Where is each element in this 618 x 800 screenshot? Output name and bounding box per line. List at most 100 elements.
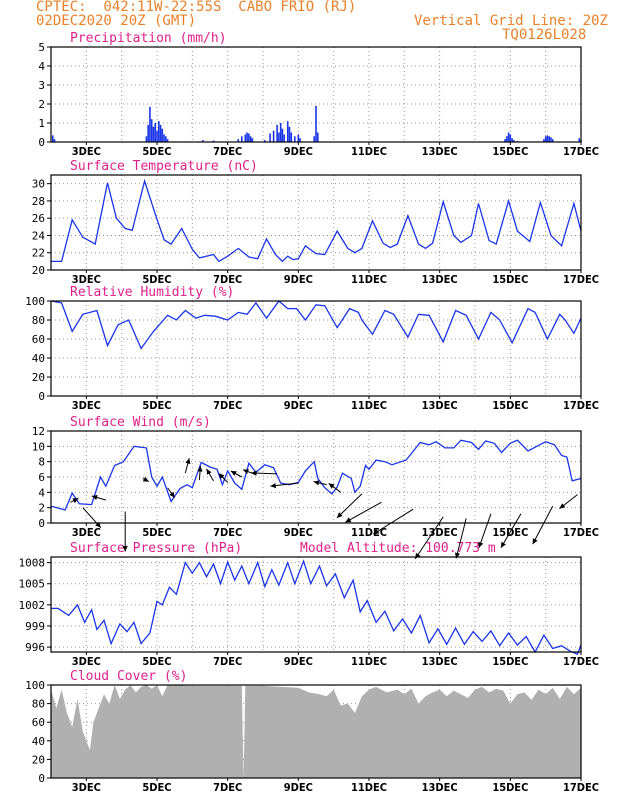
wind-arrow	[197, 466, 203, 481]
wind-arrow-shaft	[372, 508, 414, 535]
wind-arrow-head	[270, 483, 276, 489]
cloud-xtick-label: 11DEC	[351, 781, 387, 794]
wind-arrow	[122, 511, 128, 552]
precip-bar	[157, 121, 160, 142]
cloud-frame	[50, 684, 582, 779]
precip-bar	[156, 130, 158, 142]
precip-bar	[161, 128, 164, 142]
wind-arrow	[414, 516, 444, 560]
wind-title: Surface Wind (m/s)	[70, 415, 211, 430]
pressure-line	[51, 559, 582, 655]
wind-ytick-label: 8	[38, 456, 45, 469]
cloud-ytick-label: 60	[32, 716, 45, 729]
wind-ytick-label: 10	[32, 440, 45, 453]
wind-arrow-head	[206, 468, 212, 475]
header-date-time: 02DEC2020 20Z (GMT)	[36, 13, 197, 29]
pressure-ytick-label: 999	[25, 620, 45, 633]
wind-arrow	[167, 487, 176, 499]
precip-bar	[278, 132, 280, 142]
humidity-panel: Relative Humidity (%) 0 20 40 60 80 100 3DEC 5DE…	[25, 285, 599, 412]
wind-arrow-head	[415, 552, 421, 559]
header-grid-note: Vertical Grid Line: 20Z	[414, 13, 608, 29]
wind-arrow	[345, 501, 382, 523]
precip-xtick-label: 9DEC	[284, 145, 313, 158]
wind-arrow-head	[169, 491, 175, 498]
humidity-ytick-label: 80	[32, 314, 45, 327]
pressure-xtick-label: 3DEC	[72, 655, 101, 668]
precip-bar	[513, 140, 515, 142]
precip-bar	[154, 123, 157, 142]
cloud-xtick-label: 3DEC	[72, 781, 101, 794]
wind-arrow	[218, 473, 229, 483]
precip-xtick-label: 15DEC	[492, 145, 528, 158]
wind-arrow-head	[345, 517, 352, 523]
header-source-coords: CPTEC: 042:11W-22:55S CABO FRIO (RJ)	[36, 0, 357, 15]
wind-arrow	[142, 476, 150, 482]
precip-bar	[299, 138, 301, 142]
wind-xtick-label: 5DEC	[142, 526, 171, 539]
wind-ytick-label: 4	[38, 486, 45, 499]
precip-bar	[511, 138, 513, 142]
wind-arrow	[336, 493, 363, 519]
pressure-ytick-label: 1008	[19, 557, 46, 570]
wind-arrow-head	[197, 466, 203, 472]
pressure-xtick-label: 5DEC	[142, 655, 171, 668]
wind-arrow	[91, 495, 106, 501]
precip-xtick-label: 3DEC	[72, 145, 101, 158]
precip-bar	[286, 121, 289, 142]
wind-arrow	[559, 494, 578, 510]
precip-bar	[249, 136, 252, 142]
wind-arrow-head	[559, 503, 566, 509]
temp-xtick-label: 17DEC	[563, 273, 599, 286]
wind-arrow-head	[72, 498, 79, 504]
precip-bar	[212, 140, 215, 142]
pressure-xtick-label: 13DEC	[422, 655, 458, 668]
precip-bar	[244, 134, 247, 142]
wind-arrow-head	[313, 480, 320, 486]
wind-frame	[50, 430, 582, 524]
cloud-ytick-label: 80	[32, 698, 45, 711]
humidity-ytick-label: 60	[32, 333, 45, 346]
wind-arrow-head	[500, 541, 506, 548]
temp-ytick-label: 20	[32, 264, 45, 277]
pressure-ytick-label: 1005	[19, 578, 46, 591]
temp-xtick-label: 15DEC	[492, 273, 528, 286]
temp-panel: Surface Temperature (nC) 20 22 24 26 28 30 3DEC…	[32, 159, 599, 286]
precip-bar	[166, 139, 169, 142]
wind-arrow-head	[95, 521, 101, 528]
temp-xtick-label: 13DEC	[422, 273, 458, 286]
wind-xtick-label: 3DEC	[72, 526, 101, 539]
wind-arrow-head	[328, 483, 335, 489]
temp-xtick-label: 5DEC	[142, 273, 171, 286]
precip-ytick-label: 1	[38, 117, 45, 130]
precip-bar	[283, 134, 285, 142]
humidity-ytick-label: 0	[38, 390, 45, 403]
humidity-xtick-label: 15DEC	[492, 399, 528, 412]
precip-bar	[546, 135, 549, 142]
precip-bar	[578, 138, 581, 142]
humidity-xtick-label: 17DEC	[563, 399, 599, 412]
wind-arrow-shaft	[414, 516, 444, 560]
wind-arrow	[328, 482, 342, 493]
precip-xtick-label: 7DEC	[213, 145, 242, 158]
wind-arrow-head	[251, 470, 257, 476]
precip-ytick-label: 2	[38, 98, 45, 111]
wind-arrow	[70, 497, 79, 504]
humidity-xtick-label: 11DEC	[351, 399, 387, 412]
pressure-ytick-label: 1002	[19, 599, 46, 612]
cloud-ytick-label: 20	[32, 753, 45, 766]
precip-xtick-label: 13DEC	[422, 145, 458, 158]
wind-arrow-head	[185, 458, 191, 465]
temp-xtick-label: 3DEC	[72, 273, 101, 286]
precip-bar	[288, 126, 291, 142]
precip-bar	[548, 136, 550, 142]
wind-arrow	[184, 458, 191, 474]
precip-bar	[53, 139, 56, 142]
precip-bar	[269, 133, 271, 142]
wind-arrow-shaft	[455, 518, 467, 559]
humidity-frame	[50, 300, 582, 397]
pressure-title: Surface Pressure (hPa)	[70, 541, 242, 556]
wind-arrow	[454, 518, 467, 559]
humidity-line	[50, 300, 582, 350]
wind-arrow-shaft	[345, 501, 382, 523]
